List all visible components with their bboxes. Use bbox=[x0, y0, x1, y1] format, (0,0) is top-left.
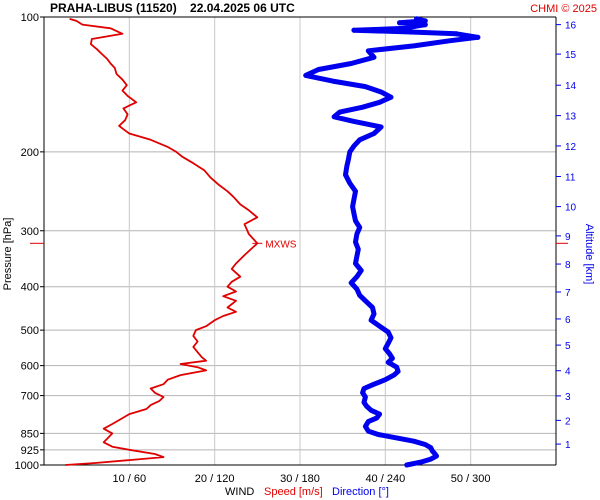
pressure-axis-label: Pressure [hPa] bbox=[2, 218, 14, 291]
credit-text: CHMI © 2025 bbox=[530, 3, 597, 15]
altitude-tick-label: 4 bbox=[565, 367, 571, 378]
speed-series bbox=[65, 18, 259, 466]
direction-point bbox=[408, 29, 414, 35]
pressure-tick-label: 400 bbox=[21, 282, 39, 294]
pressure-tick-label: 1000 bbox=[15, 460, 39, 472]
pressure-tick-label: 200 bbox=[21, 147, 39, 159]
pressure-ticks: 100 200 300 400 500 600 700 850 925 1000 bbox=[15, 12, 44, 472]
x-tick-label: 10 / 60 bbox=[113, 473, 147, 485]
altitude-tick-label: 12 bbox=[565, 142, 577, 153]
altitude-tick-label: 9 bbox=[565, 232, 571, 243]
mxws-label: MXWS bbox=[265, 239, 296, 250]
altitude-tick-label: 6 bbox=[565, 315, 571, 326]
pressure-tick-label: 300 bbox=[21, 226, 39, 238]
direction-point bbox=[397, 20, 403, 26]
pressure-tick-label: 600 bbox=[21, 361, 39, 373]
legend-wind: WIND bbox=[225, 486, 254, 498]
altitude-tick-label: 7 bbox=[565, 288, 571, 299]
direction-point bbox=[411, 23, 417, 30]
direction-line bbox=[303, 16, 481, 468]
x-ticks: 10 / 60 20 / 120 30 / 180 40 / 240 50 / 300 bbox=[113, 473, 491, 485]
altitude-tick-label: 11 bbox=[565, 172, 576, 183]
altitude-tick-label: 13 bbox=[565, 112, 577, 123]
direction-point bbox=[453, 31, 459, 37]
speed-line bbox=[65, 18, 259, 466]
x-tick-label: 30 / 180 bbox=[280, 473, 320, 485]
altitude-tick-label: 16 bbox=[565, 21, 577, 32]
pressure-tick-label: 700 bbox=[21, 391, 39, 403]
x-tick-label: 50 / 300 bbox=[451, 473, 491, 485]
pressure-tick-label: 925 bbox=[21, 445, 39, 457]
pressure-tick-label: 500 bbox=[21, 325, 39, 337]
direction-point bbox=[404, 25, 410, 31]
altitude-tick-label: 1 bbox=[565, 440, 571, 451]
altitude-tick-label: 8 bbox=[565, 260, 571, 271]
max-wind-marker: MXWS bbox=[30, 239, 568, 250]
x-tick-label: 20 / 120 bbox=[195, 473, 235, 485]
pressure-tick-label: 850 bbox=[21, 428, 39, 440]
altitude-tick-label: 5 bbox=[565, 341, 571, 352]
altitude-axis-label: Altitude [km] bbox=[583, 224, 595, 285]
chart-title: PRAHA-LIBUS (11520) 22.04.2025 06 UTC bbox=[50, 1, 295, 15]
altitude-tick-label: 3 bbox=[565, 392, 571, 403]
legend-direction: Direction [°] bbox=[332, 486, 389, 498]
direction-point bbox=[422, 18, 428, 24]
direction-point bbox=[422, 22, 428, 28]
altitude-tick-label: 15 bbox=[565, 50, 577, 61]
direction-series bbox=[303, 16, 481, 468]
direction-point bbox=[414, 16, 420, 22]
direction-point bbox=[475, 34, 481, 40]
altitude-tick-label: 2 bbox=[565, 416, 571, 427]
altitude-tick-label: 10 bbox=[565, 203, 577, 214]
altitude-tick-label: 14 bbox=[565, 81, 577, 92]
pressure-tick-label: 100 bbox=[21, 12, 39, 24]
legend-speed: Speed [m/s] bbox=[264, 486, 323, 498]
direction-point bbox=[351, 27, 357, 33]
x-tick-label: 40 / 240 bbox=[365, 473, 405, 485]
